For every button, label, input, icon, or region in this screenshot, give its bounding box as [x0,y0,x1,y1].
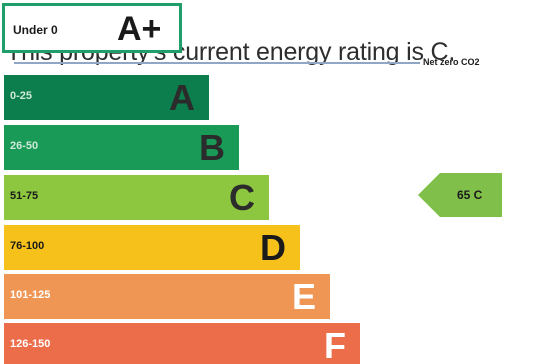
band-e-letter: E [291,276,316,317]
band-c: 51-75 C [4,175,269,220]
current-rating-arrow [418,173,502,217]
band-b-letter: B [199,127,225,168]
band-d-range: 76-100 [10,240,45,252]
band-f: 126-150 F [4,323,360,364]
band-f-range: 126-150 [10,338,51,350]
headline-underline [14,62,420,64]
current-rating-label: 65 C [457,188,483,202]
band-a-letter: A [169,77,195,118]
band-a-range: 0-25 [10,90,33,102]
band-d: 76-100 D [4,225,300,270]
current-rating-arrow-shape [418,173,502,217]
band-a-plus-letter: A+ [117,10,162,48]
band-a-plus: Under 0 A+ [2,3,182,53]
net-zero-label: Net zero CO2 [423,57,480,67]
band-c-letter: C [229,177,255,218]
band-d-letter: D [260,227,286,268]
band-f-letter: F [324,325,346,364]
band-c-range: 51-75 [10,190,39,202]
band-b-range: 26-50 [10,140,39,152]
band-e-range: 101-125 [10,289,51,301]
band-e: 101-125 E [4,274,330,319]
band-a-plus-range: Under 0 [13,23,58,37]
band-a: 0-25 A [4,75,209,120]
band-b: 26-50 B [4,125,239,170]
